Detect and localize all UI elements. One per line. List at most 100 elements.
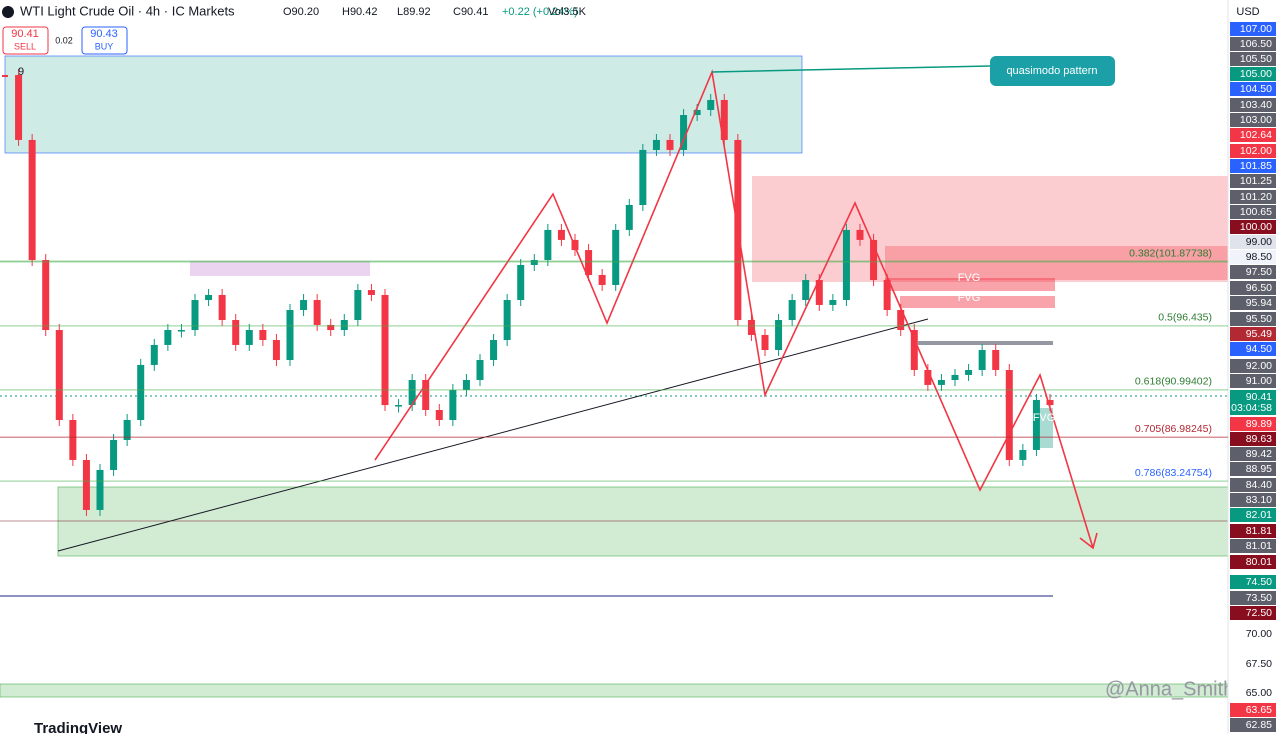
candle	[951, 374, 959, 380]
price-tag	[1230, 591, 1276, 605]
price-tag	[1230, 462, 1276, 476]
candle	[897, 310, 905, 331]
price-tag-label: 89.89	[1246, 418, 1272, 430]
price-tag	[1230, 190, 1276, 204]
candle	[693, 109, 701, 116]
candle	[517, 264, 525, 301]
candle	[123, 419, 131, 440]
price-tag-label: 100.00	[1240, 221, 1272, 233]
price-tag-label: 100.65	[1240, 206, 1272, 218]
price-tag	[1230, 374, 1276, 388]
watermark: @Anna_Smith	[1105, 678, 1234, 700]
fib-label: 0.382(101.87738)	[1129, 248, 1212, 260]
candle	[530, 260, 538, 265]
supply-zone	[4, 55, 803, 154]
resistance-band	[885, 246, 1228, 280]
price-tag-label: 101.20	[1240, 191, 1272, 203]
candle	[110, 439, 118, 470]
price-tag-label: 94.50	[1246, 343, 1272, 355]
candle	[2, 75, 8, 78]
price-tag	[1230, 478, 1276, 492]
price-tag-label: 03:04:58	[1231, 402, 1272, 414]
callout-pointer	[711, 65, 991, 73]
price-tag-label: 67.50	[1246, 658, 1272, 670]
sell-button[interactable]	[2, 26, 49, 55]
candle	[340, 320, 348, 331]
candle	[910, 330, 918, 370]
candle	[435, 409, 443, 420]
candle	[15, 75, 23, 140]
price-tag-label: 91.00	[1246, 375, 1272, 387]
price-tag	[1230, 417, 1276, 431]
candle	[55, 330, 63, 420]
plot-area	[0, 0, 1228, 734]
candle	[205, 294, 213, 301]
price-tag	[1230, 220, 1276, 234]
candle	[327, 324, 335, 331]
price-tag	[1230, 250, 1276, 264]
price-tag	[1230, 327, 1276, 341]
candle	[747, 320, 755, 335]
candle	[761, 334, 769, 351]
candle	[707, 99, 715, 110]
price-tag-label: 96.50	[1246, 282, 1272, 294]
indicator-count[interactable]: 9	[18, 66, 24, 78]
price-tag-label: 63.65	[1246, 704, 1272, 716]
candle	[1032, 399, 1040, 450]
price-tag-label: 95.94	[1246, 297, 1272, 309]
candle	[965, 369, 973, 375]
price-tag	[1230, 703, 1276, 717]
candle	[870, 239, 878, 281]
price-tag-label: 81.01	[1246, 540, 1272, 552]
price-tag	[1230, 401, 1276, 415]
price-tag	[1230, 37, 1276, 51]
callout	[990, 56, 1115, 86]
price-tag-label: 101.25	[1240, 175, 1272, 187]
candle	[680, 115, 688, 150]
zigzag-pattern	[374, 69, 1094, 549]
ohlc-high: H90.42	[342, 6, 377, 18]
fvg-label: FVG	[958, 272, 981, 284]
ohlc-low: L89.92	[397, 6, 431, 18]
price-tag-label: 72.50	[1246, 607, 1272, 619]
candle	[503, 300, 511, 341]
price-tag-label: 102.00	[1240, 145, 1272, 157]
price-tag	[1230, 113, 1276, 127]
candle	[218, 294, 226, 321]
candle	[476, 360, 484, 380]
candle	[992, 350, 1000, 370]
price-tag-label: 95.49	[1246, 328, 1272, 340]
price-tag	[1230, 67, 1276, 81]
buy-button[interactable]	[81, 26, 128, 55]
candle	[408, 379, 416, 406]
price-tag-label: 62.85	[1246, 719, 1272, 731]
symbol[interactable]: WTI Light Crude Oil · 4h · IC Markets	[20, 3, 235, 18]
demand-zone	[57, 486, 1229, 557]
candle	[462, 379, 470, 390]
candle	[367, 290, 375, 295]
fib-label: 0.618(90.99402)	[1135, 376, 1212, 388]
price-tag	[1230, 606, 1276, 620]
zone	[0, 683, 1229, 698]
price-tag-label: 89.42	[1246, 448, 1272, 460]
sell-label: SELL	[14, 41, 36, 51]
ohlc-close: C90.41	[453, 6, 488, 18]
candle	[96, 469, 104, 510]
ohlc-open: O90.20	[283, 6, 319, 18]
candle	[544, 229, 552, 261]
price-tag-label: 102.64	[1240, 129, 1272, 141]
candle	[28, 139, 36, 261]
price-tag	[1230, 342, 1276, 356]
candle	[924, 369, 932, 385]
fvg-box	[900, 296, 1055, 308]
candle	[937, 379, 945, 385]
candle	[720, 99, 728, 140]
currency[interactable]: USD	[1236, 6, 1259, 18]
zone	[190, 261, 370, 276]
price-tag-label: 92.00	[1246, 360, 1272, 372]
price-tag-label: 84.40	[1246, 479, 1272, 491]
price-tag-label: 95.50	[1246, 313, 1272, 325]
fvg-box	[885, 278, 1055, 291]
price-tag	[1230, 524, 1276, 538]
